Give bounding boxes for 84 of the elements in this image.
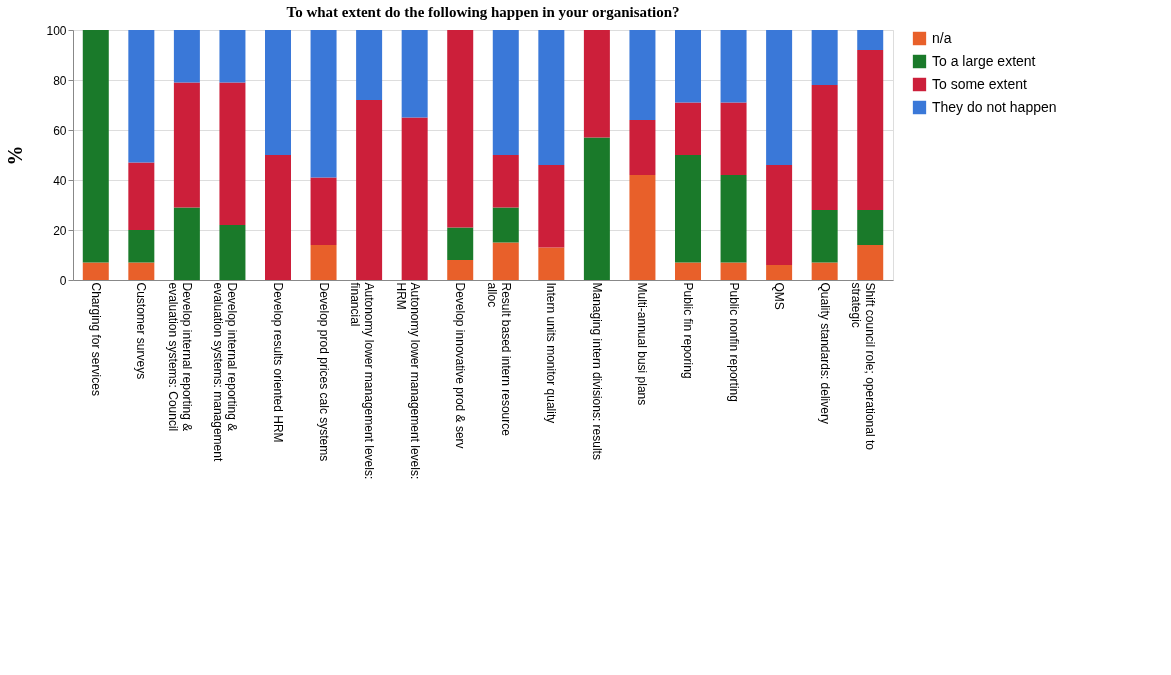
y-tick-label: 0: [59, 273, 67, 288]
bar: [675, 102, 701, 155]
bar: [173, 30, 200, 83]
bar: [857, 30, 884, 50]
legend-label: They do not happen: [932, 98, 1057, 115]
bar: [492, 242, 519, 280]
bar: [128, 262, 155, 280]
bar: [766, 165, 793, 265]
x-tick-label: Autonomy lower management levels: HRM: [393, 282, 422, 480]
x-tick-label: Develop results oriented HRM: [271, 282, 285, 443]
bar: [720, 175, 747, 263]
bar: [447, 260, 474, 280]
y-tick-label: 40: [53, 173, 67, 188]
bar: [82, 262, 109, 280]
x-tick-label: Managing intern divisions: results: [589, 282, 604, 460]
bar: [675, 155, 701, 263]
x-tick-label: Multi-annual busi plans: [635, 282, 650, 406]
x-tick-label: Customer surveys: [134, 282, 149, 380]
bar: [675, 262, 701, 280]
bar: [82, 30, 109, 263]
bar: [720, 102, 747, 175]
bar: [811, 210, 838, 263]
x-tick-label: Intern units monitor quality: [544, 282, 559, 424]
x-tick-label: Develop prod prices calc systems: [316, 282, 331, 462]
x-tick-label: Autonomy lower management levels: financial: [348, 282, 377, 480]
bar: [629, 120, 656, 175]
bar: [538, 247, 565, 280]
bar: [310, 245, 337, 280]
bar: [811, 30, 838, 85]
bar: [811, 85, 838, 210]
bar: [310, 30, 337, 178]
bar: [629, 30, 656, 120]
bar: [401, 30, 428, 118]
bar: [857, 50, 884, 210]
bar: [583, 30, 610, 138]
x-tick-label: Charging for services: [88, 282, 103, 396]
bar: [492, 155, 519, 208]
x-tick-label: Quality standards: delivery: [817, 282, 832, 424]
bar: [310, 177, 337, 245]
y-tick-label: 100: [46, 23, 67, 38]
x-tick-label: Develop internal reporting & evaluation systems: Council: [165, 282, 194, 432]
bar: [492, 30, 519, 155]
bar: [629, 175, 656, 280]
bar: [675, 30, 701, 103]
bar: [583, 137, 610, 280]
bar: [538, 165, 565, 248]
bar: [857, 210, 884, 245]
y-axis-title: %: [4, 145, 27, 166]
y-tick-label: 20: [53, 223, 67, 238]
bar: [720, 262, 747, 280]
legend-label: n/a: [932, 29, 952, 46]
x-tick-label: Shift council role; operational to strategic: [849, 282, 878, 451]
bar: [538, 30, 565, 165]
bar: [173, 207, 200, 280]
x-tick-label: QMS: [772, 282, 787, 310]
bar: [447, 30, 474, 228]
bar: [265, 155, 291, 280]
legend-label: To a large extent: [932, 52, 1036, 69]
bar: [219, 82, 246, 225]
x-tick-label: Public nonfin reporting: [726, 282, 741, 402]
bar: [265, 30, 291, 155]
bar: [720, 30, 747, 103]
bar: [128, 162, 155, 230]
bar: [173, 82, 200, 208]
bar: [128, 30, 155, 163]
legend-label: To some extent: [932, 75, 1028, 92]
bar: [447, 227, 474, 260]
bar: [811, 262, 838, 280]
bar: [219, 225, 246, 280]
chart-title: To what extent do the following happen in your organisation?: [286, 4, 680, 20]
y-tick-label: 80: [53, 73, 67, 88]
x-tick-label: Develop innovative prod & serv: [453, 282, 468, 449]
bar: [356, 30, 383, 100]
bar: [219, 30, 246, 83]
bar: [128, 230, 155, 263]
bar: [766, 265, 793, 280]
x-tick-label: Result based intern resource alloc: [484, 282, 513, 437]
bar: [492, 207, 519, 243]
bar: [401, 117, 428, 280]
bar: [766, 30, 793, 165]
x-tick-label: Public fin reporing: [681, 282, 695, 379]
bar: [857, 245, 884, 280]
y-tick-label: 60: [53, 123, 67, 138]
bar: [356, 100, 383, 280]
